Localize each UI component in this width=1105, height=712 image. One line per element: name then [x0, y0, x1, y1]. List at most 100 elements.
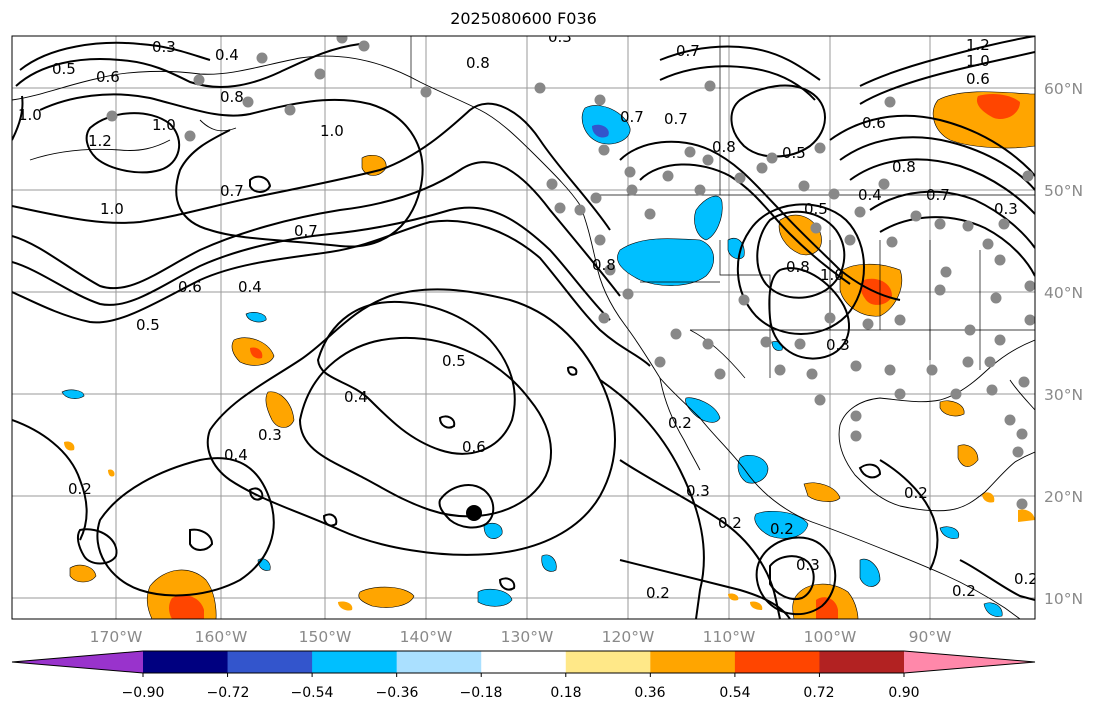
colorbar-tick-label: −0.36: [376, 685, 419, 701]
negative-anomaly-patch: [245, 312, 267, 323]
positive-anomaly-patch: [939, 400, 965, 417]
colorbar-segment: [481, 651, 567, 673]
colorbar-tick-label: 0.90: [888, 685, 919, 701]
contour-label: 0.2: [718, 514, 742, 532]
contour-label: 0.7: [220, 182, 244, 200]
positive-anomaly-patch: [816, 597, 838, 619]
contour-label: 0.4: [858, 186, 882, 204]
contour-label: 0.2: [904, 484, 928, 502]
colorbar-segment: [227, 651, 313, 673]
contour-label: 0.2: [770, 520, 794, 538]
contour-label: 0.3: [258, 426, 282, 444]
colorbar-tick-label: 0.72: [803, 685, 834, 701]
negative-anomaly-patch: [939, 526, 960, 539]
lon-label: 150°W: [299, 628, 352, 646]
map-title: 2025080600 F036: [450, 9, 597, 28]
colorbar-segment: [565, 651, 651, 673]
negative-anomaly-patch: [483, 522, 503, 539]
negative-anomaly-patch: [477, 588, 513, 607]
positive-anomaly-patch: [265, 391, 295, 428]
contour-label: 0.8: [786, 258, 810, 276]
contour-label: 0.3: [548, 28, 572, 46]
contour-label: 0.8: [712, 138, 736, 156]
lon-label: 170°W: [90, 628, 143, 646]
positive-anomaly-patch: [169, 595, 204, 619]
negative-anomaly-patch: [694, 195, 723, 241]
contour-label: 0.5: [782, 144, 806, 162]
colorbar-tick-label: −0.90: [122, 685, 165, 701]
colorbar-segment: [819, 651, 905, 673]
station-dots: [106, 36, 1035, 510]
positive-anomaly-patch: [1018, 509, 1035, 522]
positive-anomaly-patch: [64, 441, 75, 451]
contour-label: 0.3: [994, 200, 1018, 218]
positive-anomaly-patch: [982, 492, 995, 503]
contour-lines: [12, 36, 1035, 619]
colorbar-tick-label: −0.72: [207, 685, 250, 701]
contour-label: 0.3: [796, 556, 820, 574]
positive-anomaly-patch: [778, 214, 822, 256]
contour-label: 0.5: [136, 316, 160, 334]
negative-anomaly-patch: [61, 389, 85, 399]
negative-anomaly-patch: [859, 558, 881, 587]
coastlines: [12, 55, 1035, 619]
longitude-labels: 170°W 160°W 150°W 140°W 130°W 120°W 110°…: [90, 628, 952, 646]
contour-label: 0.2: [68, 480, 92, 498]
contour-label: 1.0: [820, 266, 844, 284]
contour-label: 0.5: [52, 60, 76, 78]
colorbar-tick-label: 0.18: [550, 685, 581, 701]
contour-label: 0.5: [442, 352, 466, 370]
colorbar-tick-label: 0.54: [719, 685, 750, 701]
colorbar: [11, 650, 1036, 677]
colorbar-tick-label: −0.18: [460, 685, 503, 701]
contour-label: 0.6: [96, 68, 120, 86]
positive-anomaly-patch: [728, 593, 739, 601]
contour-label: 0.8: [892, 158, 916, 176]
positive-anomaly-patch: [957, 444, 979, 467]
lon-label: 130°W: [501, 628, 554, 646]
lat-label: 40°N: [1044, 284, 1083, 302]
colorbar-segment: [312, 651, 398, 673]
contour-label: 0.8: [220, 88, 244, 106]
lat-label: 60°N: [1044, 80, 1083, 98]
contour-label: 0.6: [462, 438, 486, 456]
lon-label: 110°W: [703, 628, 756, 646]
contour-label: 0.4: [215, 46, 239, 64]
contour-label: 0.6: [862, 114, 886, 132]
contour-label: 0.7: [620, 108, 644, 126]
shaded-anomalies: [61, 91, 1035, 619]
contour-label: 1.0: [320, 122, 344, 140]
contour-label: 0.3: [152, 38, 176, 56]
contour-label: 0.2: [952, 582, 976, 600]
colorbar-segment: [734, 651, 820, 673]
contour-label: 1.2: [88, 132, 112, 150]
colorbar-extend-max: [904, 651, 1035, 673]
contour-label: 0.4: [344, 388, 368, 406]
contour-label: 1.0: [100, 200, 124, 218]
contour-label: 0.7: [294, 222, 318, 240]
positive-anomaly-patch: [750, 601, 763, 610]
contour-label: 0.7: [926, 186, 950, 204]
map-frame: [11, 35, 1036, 620]
contour-label: 0.6: [178, 278, 202, 296]
negative-anomaly-patch: [983, 602, 1003, 617]
lon-label: 90°W: [909, 628, 952, 646]
contour-label: 1.0: [18, 106, 42, 124]
negative-anomaly-patch: [617, 238, 714, 286]
negative-anomaly-patch: [541, 554, 557, 572]
colorbar-segment: [396, 651, 482, 673]
colorbar-tick-label: −0.54: [291, 685, 334, 701]
contour-label: 0.2: [1014, 570, 1038, 588]
colorbar-segment: [650, 651, 736, 673]
lon-label: 160°W: [195, 628, 248, 646]
contour-label: 0.8: [592, 256, 616, 274]
contour-label: 0.5: [804, 200, 828, 218]
contour-label: 0.7: [676, 42, 700, 60]
lat-label: 10°N: [1044, 590, 1083, 608]
contour-label: 0.8: [466, 54, 490, 72]
contour-label: 0.3: [686, 482, 710, 500]
positive-anomaly-patch: [250, 347, 263, 359]
lat-label: 30°N: [1044, 386, 1083, 404]
colorbar-tick-label: 0.36: [634, 685, 665, 701]
